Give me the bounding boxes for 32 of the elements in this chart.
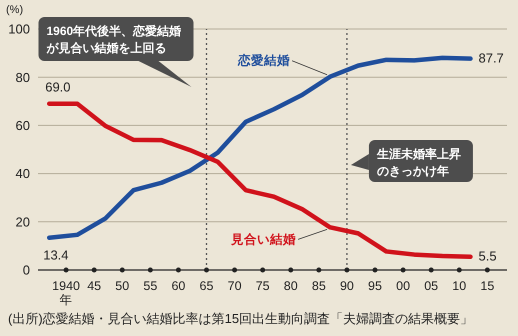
x-tick-label: 55 xyxy=(143,279,158,293)
x-tick-label: 65 xyxy=(200,279,214,293)
data-label: 87.7 xyxy=(478,50,504,66)
x-tick-label: 75 xyxy=(256,279,270,293)
ref-line-label: 生涯未婚率上昇のきっかけ年 xyxy=(376,147,461,178)
x-tick-label: 00 xyxy=(396,279,410,293)
x-tick-label: 95 xyxy=(368,279,382,293)
x-tick-label: 80 xyxy=(284,279,298,293)
x-tick-label: 60 xyxy=(171,279,186,293)
data-label: 5.5 xyxy=(478,248,497,264)
y-tick-label: 40 xyxy=(16,166,30,182)
data-label: 69.0 xyxy=(45,80,71,95)
y-tick-label: 60 xyxy=(16,118,30,134)
y-tick-label: 100 xyxy=(8,22,30,37)
x-tick-label: 70 xyxy=(228,279,242,293)
y-axis-title: (%) xyxy=(6,4,24,16)
data-label: 13.4 xyxy=(43,248,69,263)
x-tick-label: 15 xyxy=(480,279,494,293)
y-tick-label: 0 xyxy=(22,262,30,278)
y-tick-label: 20 xyxy=(16,214,30,230)
ref-line-label: 1960年代後半、恋愛結婚が見合い結婚を上回る xyxy=(46,24,182,55)
x-tick-label: 10 xyxy=(452,279,466,293)
x-tick-label: 05 xyxy=(424,279,438,293)
y-tick-label: 80 xyxy=(16,70,30,85)
series-label: 見合い結婚 xyxy=(230,231,296,246)
x-tick-label: 1940 年 xyxy=(52,279,80,307)
text: (出所)恋愛結婚・見合い結婚比率は第15回出生動向調査「夫婦調査の結果概要」 xyxy=(8,310,474,328)
x-tick-label: 90 xyxy=(340,279,354,293)
x-tick-label: 85 xyxy=(312,279,326,293)
text: 恋愛結婚 xyxy=(237,52,290,68)
x-tick-label: 50 xyxy=(115,279,130,293)
x-tick-label: 45 xyxy=(87,279,102,293)
